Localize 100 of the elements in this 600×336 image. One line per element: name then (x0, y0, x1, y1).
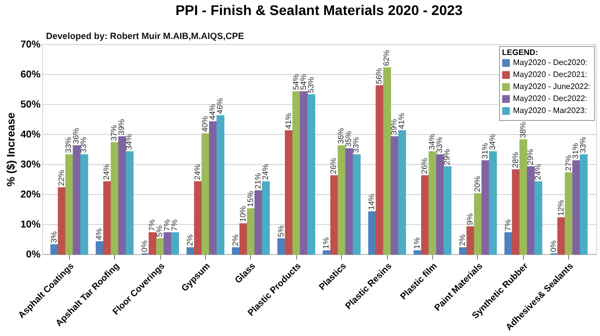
bar (580, 154, 588, 255)
bar (557, 217, 566, 255)
data-label: 54% (291, 74, 300, 90)
data-label: 26% (329, 158, 338, 174)
data-label: 27% (564, 154, 573, 171)
data-label: 44% (208, 104, 217, 120)
data-label: 56% (374, 68, 384, 84)
data-label: 1% (322, 237, 331, 249)
y-tick-label: 70% (20, 40, 41, 50)
bar (202, 133, 210, 255)
bar (519, 139, 528, 255)
bar (65, 154, 74, 255)
data-label: 12% (556, 200, 566, 216)
bar (216, 115, 224, 255)
data-label: 33% (352, 136, 361, 153)
y-tick-label: 60% (20, 70, 41, 80)
bar (194, 181, 202, 255)
data-label: 29% (526, 148, 535, 165)
data-label: 33% (64, 136, 74, 153)
data-label: 62% (382, 50, 392, 66)
chart-title: PPI - Finish & Sealant Materials 2020 - 2023 (175, 2, 463, 18)
data-label: 34% (124, 134, 134, 150)
data-label: 0% (140, 240, 150, 252)
data-label: 33% (435, 136, 444, 153)
bar (246, 208, 255, 255)
bar (80, 154, 88, 255)
data-label: 40% (200, 116, 210, 132)
bar (352, 154, 361, 255)
data-label: 36% (336, 128, 346, 144)
data-label: 2% (458, 234, 467, 246)
bar (186, 247, 194, 255)
bar (156, 238, 164, 255)
bar (421, 175, 429, 255)
data-label: 29% (442, 148, 452, 165)
data-label: 36% (72, 128, 81, 144)
bar (564, 172, 573, 255)
bar (466, 226, 474, 255)
y-tick-label: 50% (20, 100, 41, 110)
bar (572, 160, 580, 255)
data-label: 39% (390, 118, 399, 135)
data-label: 3% (49, 231, 58, 243)
bar (262, 181, 270, 255)
bar (126, 151, 134, 255)
bar (474, 193, 482, 255)
bar (338, 145, 346, 255)
y-tick-label: 40% (20, 130, 41, 140)
data-label: 22% (56, 170, 66, 186)
bar (164, 232, 172, 255)
bar (398, 130, 406, 255)
data-label: 5% (155, 225, 164, 237)
data-label: 1% (412, 237, 422, 249)
data-label: 2% (185, 234, 194, 246)
bar (110, 142, 119, 255)
bar (72, 145, 81, 255)
bar (171, 232, 179, 255)
bar (526, 166, 535, 255)
data-label: 9% (465, 213, 474, 225)
bar (284, 130, 293, 255)
data-label: 34% (428, 134, 437, 150)
data-label: 53% (306, 76, 316, 93)
legend-label: May2020 - Mar2023: (513, 106, 587, 115)
data-label: 41% (397, 112, 406, 129)
y-axis-title: % ($) Increase (5, 112, 18, 186)
bar (330, 175, 338, 255)
bar (390, 136, 399, 255)
bar (428, 151, 436, 255)
bar (481, 160, 490, 255)
data-label: 54% (298, 74, 308, 90)
bar (444, 166, 452, 255)
y-tick-label: 10% (20, 220, 41, 230)
data-label: 20% (472, 176, 482, 192)
data-label: 10% (238, 206, 248, 222)
data-label: 5% (276, 225, 286, 237)
data-label: 37% (110, 124, 119, 141)
bar (292, 91, 300, 255)
bar (307, 94, 316, 255)
data-label: 28% (510, 152, 520, 168)
bar (322, 250, 331, 255)
bar (58, 187, 66, 255)
bar (254, 190, 262, 255)
bar (345, 148, 354, 255)
bar (209, 121, 217, 255)
legend-label: May2020 - Dec2020: (513, 58, 588, 67)
bar (239, 223, 248, 255)
text: Developed by: Robert Muir M.AIB,M.AIQS,CPE (46, 31, 244, 41)
data-label: 31% (480, 142, 490, 159)
bar (232, 247, 240, 255)
bar (512, 169, 520, 255)
data-label: 24% (533, 164, 542, 180)
bar (488, 151, 497, 255)
y-tick-label: 0% (26, 250, 41, 260)
data-label: 7% (503, 219, 512, 231)
bar (376, 85, 384, 255)
data-label: 7% (148, 219, 157, 231)
bar (534, 181, 542, 255)
bar (148, 232, 157, 255)
data-label: 24% (260, 164, 270, 180)
bar (368, 211, 376, 255)
data-label: 33% (79, 136, 88, 153)
bar (277, 238, 286, 255)
